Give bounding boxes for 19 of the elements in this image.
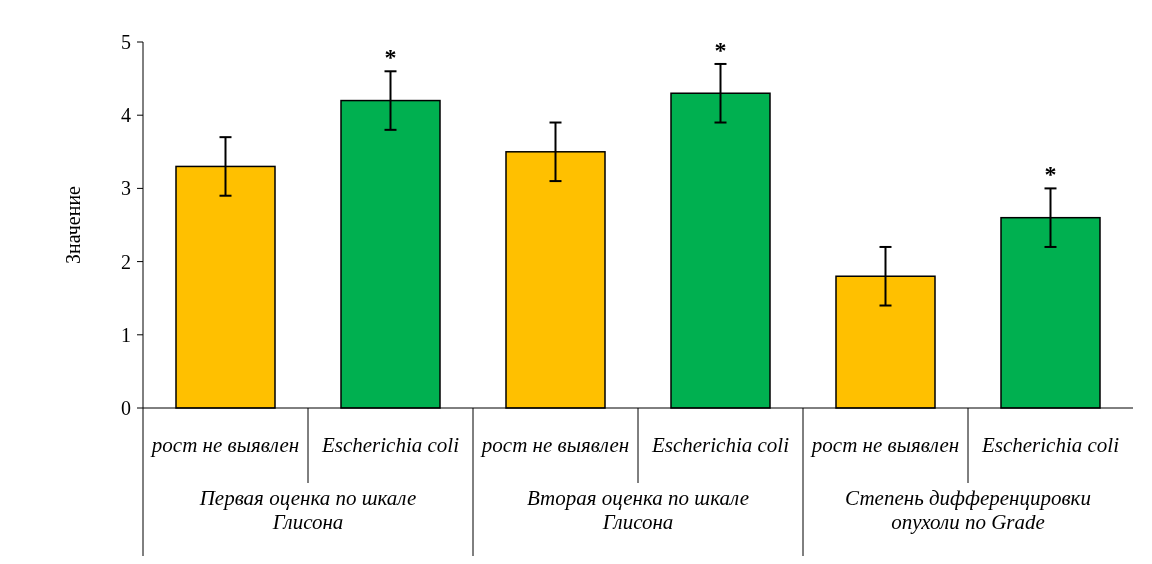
data-label: * [384,44,397,71]
text: Первая оценка по шкале Глисона [198,486,417,535]
text: Степень дифференцировки опухоли по Grade [845,486,1091,535]
data-label: * [714,36,727,63]
x-tick-label: рост не выявлен [809,433,960,458]
y-tick-label: 5 [121,31,131,53]
y-tick-label: 3 [121,177,131,200]
x-tick-label: рост не выявлен [149,433,300,458]
y-tick-label: 1 [121,323,131,346]
y-tick-label: 2 [121,250,131,273]
x-tick-label: Escherichia coli [980,433,1120,458]
text: Вторая оценка по шкале Глисона [527,486,749,535]
x-tick-label: рост не выявлен [479,433,630,458]
y-tick-label: 0 [121,397,131,419]
y-tick-label: 4 [121,104,131,127]
y-axis-title: Значение [62,185,84,265]
x-tick-label: Escherichia coli [650,433,790,458]
x-tick-label: Escherichia coli [320,433,460,458]
data-label: * [1044,161,1057,188]
